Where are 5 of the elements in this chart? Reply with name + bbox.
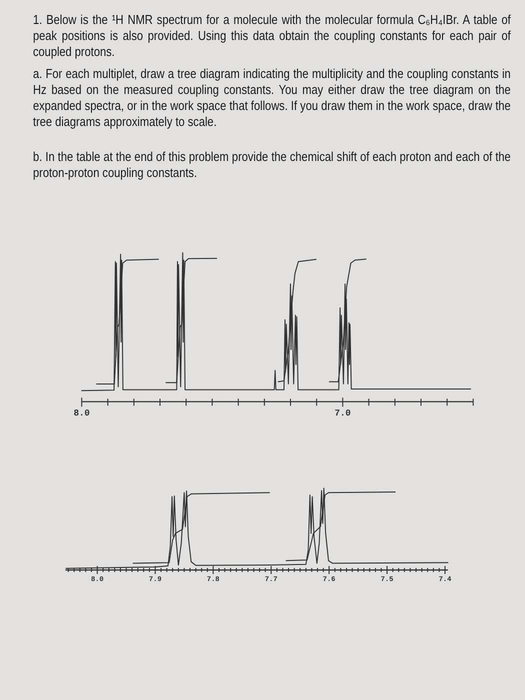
x-tick-label: 8.0 xyxy=(74,408,90,419)
text: a. For each multiplet, draw a tree diagram indicating the multiplicity and the coupling constants in Hz based on the measured coupling constants. You may either draw the tree diagram on the expanded spectra, or in the work space that follows. If you draw them in the work space, draw the tree diagrams approximately to scale. xyxy=(33,66,511,130)
chart-title: 1. Below is the ¹H NMR spectrum for a molecule with the molecular formula C₆H₄IBr. A table of peak positions is also provided. Using this data obtain the coupling constants for each pair of coupled protons. xyxy=(33,12,511,60)
x-tick-label: 7.0 xyxy=(334,408,351,419)
text: b. In the table at the end of this problem provide the chemical shift of each proton and each of the proton-proton coupling constants. xyxy=(33,149,511,181)
